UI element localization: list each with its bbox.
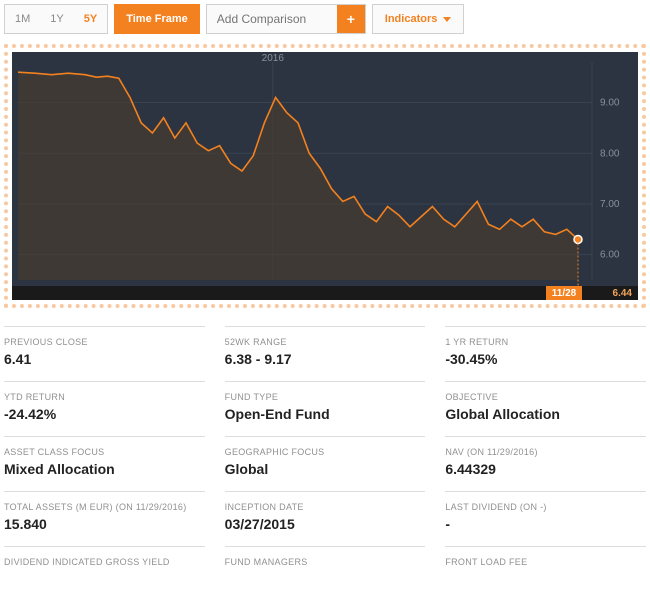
range-1m-button[interactable]: 1M bbox=[5, 5, 40, 33]
svg-text:7.00: 7.00 bbox=[600, 199, 620, 210]
stat-cell: LAST DIVIDEND (ON -) - bbox=[445, 491, 646, 546]
stat-value: - bbox=[445, 516, 646, 532]
indicators-button[interactable]: Indicators bbox=[372, 4, 465, 34]
stat-cell: FRONT LOAD FEE bbox=[445, 546, 646, 585]
chart-wrapper: 6.00 7.00 8.00 9.00 2016 11/28 6.44 bbox=[4, 44, 646, 308]
stat-label: 52WK RANGE bbox=[225, 337, 426, 347]
stat-cell: TOTAL ASSETS (M EUR) (ON 11/29/2016) 15.8… bbox=[4, 491, 205, 546]
stat-label: OBJECTIVE bbox=[445, 392, 646, 402]
stat-label: DIVIDEND INDICATED GROSS YIELD bbox=[4, 557, 205, 567]
stat-label: 1 YR RETURN bbox=[445, 337, 646, 347]
stat-cell: FUND TYPE Open-End Fund bbox=[225, 381, 426, 436]
range-1y-button[interactable]: 1Y bbox=[40, 5, 73, 33]
stat-value: Global bbox=[225, 461, 426, 477]
stat-value: 15.840 bbox=[4, 516, 205, 532]
stat-cell: 1 YR RETURN -30.45% bbox=[445, 326, 646, 381]
add-comparison-box: + bbox=[206, 4, 366, 34]
fund-stats-grid: PREVIOUS CLOSE 6.41 52WK RANGE 6.38 - 9.17 1… bbox=[4, 326, 646, 585]
add-comparison-plus-button[interactable]: + bbox=[337, 5, 365, 33]
stat-value: 6.41 bbox=[4, 351, 205, 367]
stat-cell: ASSET CLASS FOCUS Mixed Allocation bbox=[4, 436, 205, 491]
svg-text:8.00: 8.00 bbox=[600, 148, 620, 159]
stat-value: 6.38 - 9.17 bbox=[225, 351, 426, 367]
stat-label: NAV (ON 11/29/2016) bbox=[445, 447, 646, 457]
chart-time-scrubber[interactable]: 11/28 6.44 bbox=[12, 286, 638, 300]
stat-label: ASSET CLASS FOCUS bbox=[4, 447, 205, 457]
price-chart[interactable]: 6.00 7.00 8.00 9.00 2016 bbox=[12, 52, 638, 286]
stat-value: -24.42% bbox=[4, 406, 205, 422]
stat-cell: INCEPTION DATE 03/27/2015 bbox=[225, 491, 426, 546]
stat-cell: GEOGRAPHIC FOCUS Global bbox=[225, 436, 426, 491]
stat-label: TOTAL ASSETS (M EUR) (ON 11/29/2016) bbox=[4, 502, 205, 512]
stat-value: Open-End Fund bbox=[225, 406, 426, 422]
stat-value: Mixed Allocation bbox=[4, 461, 205, 477]
stat-cell: NAV (ON 11/29/2016) 6.44329 bbox=[445, 436, 646, 491]
plus-icon: + bbox=[347, 11, 355, 27]
stat-label: FRONT LOAD FEE bbox=[445, 557, 646, 567]
add-comparison-input[interactable] bbox=[207, 5, 337, 33]
chart-toolbar: 1M 1Y 5Y Time Frame + Indicators bbox=[4, 4, 646, 34]
timeframe-button[interactable]: Time Frame bbox=[114, 4, 200, 34]
stat-cell: YTD RETURN -24.42% bbox=[4, 381, 205, 436]
svg-text:2016: 2016 bbox=[262, 53, 285, 64]
stat-label: INCEPTION DATE bbox=[225, 502, 426, 512]
stat-cell: PREVIOUS CLOSE 6.41 bbox=[4, 326, 205, 381]
range-button-group: 1M 1Y 5Y bbox=[4, 4, 108, 34]
indicators-label: Indicators bbox=[385, 13, 438, 25]
stat-label: FUND TYPE bbox=[225, 392, 426, 402]
stat-value: 03/27/2015 bbox=[225, 516, 426, 532]
stat-label: PREVIOUS CLOSE bbox=[4, 337, 205, 347]
stat-label: LAST DIVIDEND (ON -) bbox=[445, 502, 646, 512]
stat-value: -30.45% bbox=[445, 351, 646, 367]
stat-label: FUND MANAGERS bbox=[225, 557, 426, 567]
stat-label: GEOGRAPHIC FOCUS bbox=[225, 447, 426, 457]
svg-text:6.00: 6.00 bbox=[600, 250, 620, 261]
range-5y-button[interactable]: 5Y bbox=[74, 5, 107, 33]
stat-cell: 52WK RANGE 6.38 - 9.17 bbox=[225, 326, 426, 381]
stat-cell: FUND MANAGERS bbox=[225, 546, 426, 585]
chevron-down-icon bbox=[443, 17, 451, 22]
stat-cell: DIVIDEND INDICATED GROSS YIELD bbox=[4, 546, 205, 585]
stat-cell: OBJECTIVE Global Allocation bbox=[445, 381, 646, 436]
chart-current-date-badge: 11/28 bbox=[546, 286, 582, 300]
chart-current-value-label: 6.44 bbox=[613, 286, 632, 300]
stat-value: 6.44329 bbox=[445, 461, 646, 477]
stat-value: Global Allocation bbox=[445, 406, 646, 422]
svg-text:9.00: 9.00 bbox=[600, 98, 620, 109]
stat-label: YTD RETURN bbox=[4, 392, 205, 402]
